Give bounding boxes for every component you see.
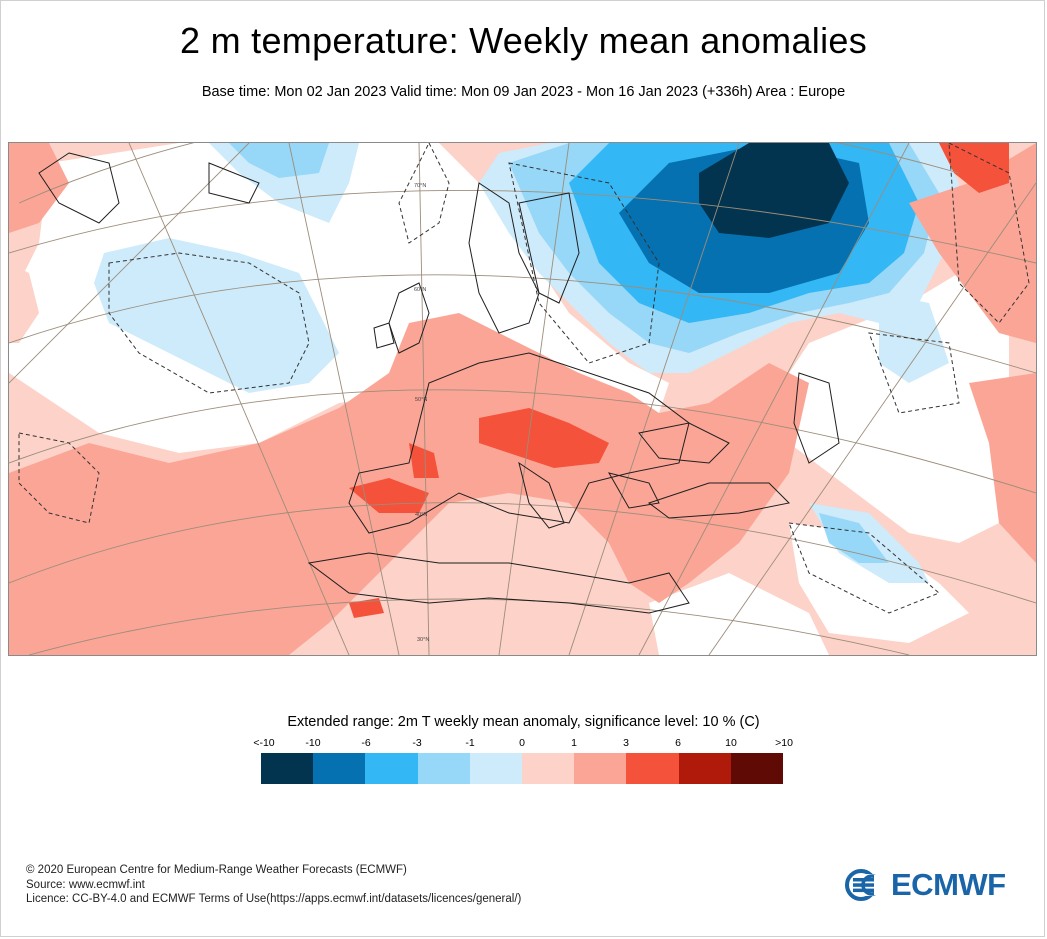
legend-title: Extended range: 2m T weekly mean anomaly… bbox=[287, 714, 760, 730]
legend-tick: >10 bbox=[775, 737, 793, 749]
france-hot-zone bbox=[409, 443, 439, 478]
west-atlantic-contour bbox=[18, 432, 100, 524]
lat-label-30: 30°N bbox=[417, 637, 429, 643]
ecmwf-logo-icon bbox=[845, 869, 887, 901]
atlantic-cool-zone bbox=[94, 238, 339, 393]
meridian-e bbox=[568, 143, 740, 655]
north-africa-coast bbox=[307, 552, 690, 614]
europe-warm-zone bbox=[9, 313, 809, 655]
north-africa-warm-zone bbox=[49, 563, 309, 655]
map-canvas: 70°N 60°N 50°N 40°N 30°N bbox=[9, 143, 1036, 655]
legend-swatch bbox=[574, 753, 627, 784]
legend-swatch bbox=[261, 753, 314, 784]
page-title: 2 m temperature: Weekly mean anomalies bbox=[179, 20, 868, 61]
ural-contour bbox=[948, 143, 1030, 324]
norwegian-sea-contour bbox=[398, 143, 450, 244]
legend-ticks: <-10 -10 -6 -3 -1 0 1 3 6 10 >10 bbox=[252, 737, 793, 751]
ural-hot-zone bbox=[939, 143, 1009, 193]
parallel-40 bbox=[9, 502, 1036, 604]
meridian-d bbox=[498, 143, 570, 655]
kazakh-warm-zone bbox=[969, 373, 1036, 563]
sweden-finland-coast bbox=[518, 192, 580, 304]
significance-contours bbox=[18, 143, 1030, 614]
italy-coast bbox=[518, 461, 565, 529]
meridian-c bbox=[418, 143, 430, 655]
source-text: Source: www.ecmwf.int bbox=[26, 878, 145, 891]
iberia-hot-zone bbox=[349, 478, 429, 513]
middle-east-neutral-zone bbox=[649, 573, 829, 655]
footer: © 2020 European Centre for Medium-Range … bbox=[26, 863, 521, 907]
parallel-60 bbox=[9, 274, 1036, 374]
ural-warm-zone bbox=[909, 143, 1036, 343]
atlantic-contour bbox=[108, 252, 310, 394]
lat-label-60: 60°N bbox=[414, 287, 426, 293]
lat-label-70: 70°N bbox=[414, 183, 426, 189]
coastlines bbox=[38, 152, 840, 614]
lat-label-40: 40°N bbox=[415, 512, 427, 518]
greenland-sea-cold-zone bbox=[229, 143, 329, 178]
legend-swatch bbox=[522, 753, 575, 784]
ecmwf-logo[interactable]: ECMWF bbox=[845, 866, 1025, 904]
legend-swatch bbox=[469, 753, 523, 784]
legend-colorbar bbox=[261, 753, 784, 784]
continental-europe-coast bbox=[348, 352, 690, 534]
caspian-cool-zone bbox=[879, 293, 949, 383]
greenland-warm-zone bbox=[9, 143, 69, 233]
ireland-coast bbox=[373, 322, 395, 349]
legend-tick: -10 bbox=[305, 737, 321, 749]
greece-coast bbox=[607, 472, 660, 509]
ecmwf-logo-text: ECMWF bbox=[891, 867, 1006, 902]
greenland-coast bbox=[38, 152, 120, 224]
meridian-a bbox=[128, 143, 350, 655]
legend-tick: -6 bbox=[361, 737, 371, 749]
page-subtitle: Base time: Mon 02 Jan 2023 Valid time: M… bbox=[201, 84, 846, 100]
legend-tick: -3 bbox=[412, 737, 422, 749]
black-sea-coast bbox=[638, 422, 730, 464]
east-neutral-zone bbox=[769, 273, 1009, 543]
legend-swatch bbox=[313, 753, 366, 784]
copyright-text: © 2020 European Centre for Medium-Range … bbox=[26, 864, 407, 876]
southeast-neutral-zone bbox=[789, 523, 969, 643]
legend-tick: 10 bbox=[725, 737, 737, 749]
parallel-50 bbox=[9, 389, 1036, 494]
legend-swatch bbox=[417, 753, 470, 784]
meridian-g bbox=[708, 182, 1036, 655]
parallel-75 bbox=[18, 143, 960, 204]
labrador-zone bbox=[9, 263, 39, 343]
sahara-hot-zone bbox=[349, 598, 384, 618]
turkey-coast bbox=[647, 482, 791, 519]
legend-tick: -1 bbox=[465, 737, 475, 749]
caspian-coast bbox=[793, 372, 840, 464]
russia-extreme-cold-zone bbox=[699, 143, 849, 238]
legend-tick: 6 bbox=[675, 737, 681, 749]
legend-tick: <-10 bbox=[253, 737, 275, 749]
lat-label-50: 50°N bbox=[415, 397, 427, 403]
legend-tick: 1 bbox=[571, 737, 577, 749]
legend-swatch bbox=[626, 753, 679, 784]
parallel-30 bbox=[28, 598, 910, 655]
meridian-b bbox=[288, 143, 400, 655]
meridian-f bbox=[638, 143, 910, 655]
legend-swatch bbox=[730, 753, 784, 784]
iceland-coast bbox=[208, 162, 260, 204]
caspian-contour bbox=[868, 332, 960, 414]
legend-swatch bbox=[678, 753, 731, 784]
legend-swatch bbox=[365, 753, 418, 784]
legend-tick: 3 bbox=[623, 737, 629, 749]
graticule bbox=[9, 143, 1036, 655]
latitude-labels: 70°N 60°N 50°N 40°N 30°N bbox=[414, 183, 429, 643]
scandinavia-contour bbox=[508, 162, 660, 364]
legend-tick: 0 bbox=[519, 737, 525, 749]
anomaly-map[interactable]: 70°N 60°N 50°N 40°N 30°N bbox=[8, 142, 1037, 656]
alps-hot-zone bbox=[479, 408, 609, 468]
licence-text: Licence: CC-BY-4.0 and ECMWF Terms of Us… bbox=[26, 893, 522, 905]
norway-coast bbox=[468, 182, 540, 334]
anatolia-contour bbox=[788, 522, 940, 614]
anatolia-cold-zone bbox=[819, 513, 889, 563]
